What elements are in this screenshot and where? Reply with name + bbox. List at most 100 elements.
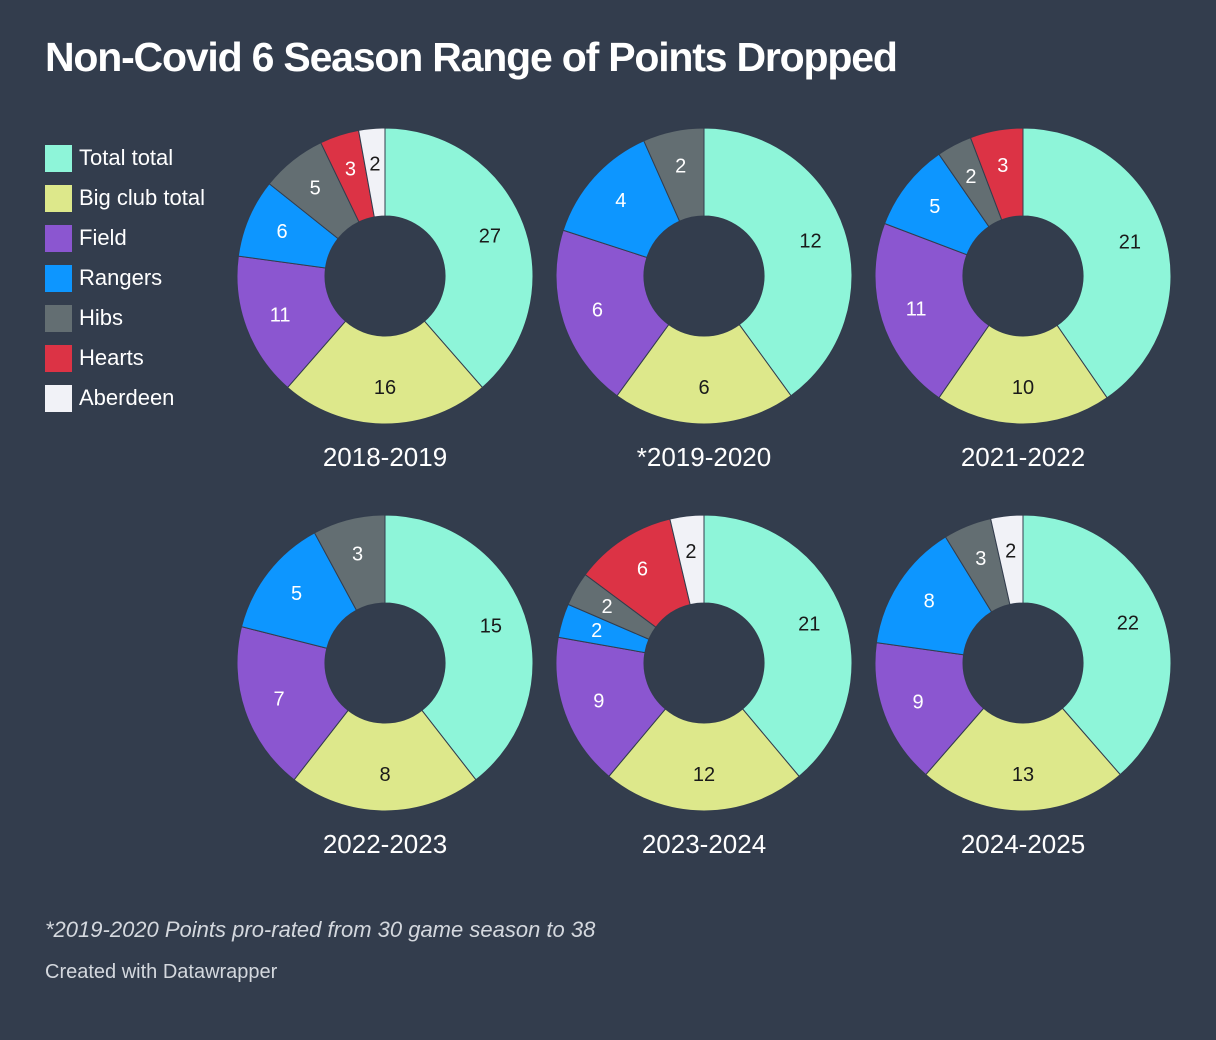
footnote: *2019-2020 Points pro-rated from 30 game… (45, 917, 596, 942)
donut-slice (1022, 514, 1172, 776)
slice-label: 10 (1012, 377, 1034, 399)
slice-label: 8 (379, 764, 390, 786)
legend-label: Field (79, 225, 127, 250)
donut-slice (357, 127, 386, 218)
slice-label: 3 (352, 543, 363, 565)
donut-slice (669, 514, 705, 606)
donut-slice (286, 320, 484, 425)
slice-label: 27 (479, 226, 501, 248)
donut-title: 2018-2019 (323, 442, 447, 472)
donut-slice (313, 514, 386, 611)
legend-label: Hearts (79, 345, 144, 370)
donut-slice (703, 514, 853, 778)
slice-label: 6 (698, 377, 709, 399)
slice-label: 9 (593, 690, 604, 712)
slice-label: 12 (693, 764, 715, 786)
chart-title: Non-Covid 6 Season Range of Points Dropp… (45, 34, 898, 80)
slice-label: 21 (1119, 232, 1141, 254)
donut-chart: 12 6 6 4 2 *2019-2020 (555, 127, 853, 472)
slice-label: 6 (637, 558, 648, 580)
slice-label: 7 (274, 688, 285, 710)
donut-slice (384, 127, 534, 389)
slice-label: 15 (480, 616, 502, 638)
donut-slice (925, 707, 1121, 812)
slice-label: 6 (592, 300, 603, 322)
legend-item: Hibs (45, 298, 205, 338)
slice-label: 3 (345, 158, 356, 180)
legend-label: Hibs (79, 305, 124, 330)
slice-label: 2 (369, 153, 380, 175)
donut-slice (236, 255, 347, 389)
legend-item: Big club total (45, 178, 205, 218)
donut-slice (874, 642, 985, 776)
donut-title: 2022-2023 (323, 829, 447, 859)
donut-chart: 15 8 7 5 3 2022-2023 (236, 514, 534, 859)
slice-label: 2 (685, 541, 696, 563)
slice-label: 21 (798, 614, 820, 636)
donut-chart: 27 16 11 6 5 3 2 2018-2019 (236, 127, 534, 472)
legend-label: Rangers (79, 265, 163, 290)
slice-label: 2 (1005, 541, 1016, 563)
donut-slice (938, 324, 1108, 425)
donut-slice (990, 514, 1024, 606)
donut-slice (384, 514, 534, 781)
legend-swatch (45, 184, 72, 212)
legend-swatch (45, 144, 72, 172)
legend-item: Field (45, 218, 205, 258)
slice-label: 4 (615, 190, 626, 212)
legend-label: Big club total (79, 185, 205, 210)
slice-label: 6 (276, 221, 287, 243)
legend: Total total Big club total Field Rangers Hib… (45, 138, 205, 418)
slice-label: 2 (591, 620, 602, 642)
donut-title: *2019-2020 (637, 442, 771, 472)
legend-swatch (45, 304, 72, 332)
legend-item: Rangers (45, 258, 205, 298)
slice-label: 16 (374, 377, 396, 399)
slice-label: 13 (1012, 764, 1034, 786)
donut-slice (874, 222, 990, 399)
donut-slice (969, 127, 1024, 221)
donut-chart: 22 13 9 8 3 2 2024-2025 (874, 514, 1172, 859)
legend-item: Hearts (45, 338, 205, 378)
donut-slice (703, 127, 853, 397)
donut-chart: 21 10 11 5 2 3 2021-2022 (874, 127, 1172, 472)
donut-slice (562, 140, 681, 259)
slice-label: 3 (975, 548, 986, 570)
donut-slice (608, 708, 800, 812)
slice-label: 8 (924, 591, 935, 613)
donut-title: 2024-2025 (961, 829, 1085, 859)
donut-title: 2021-2022 (961, 442, 1085, 472)
legend-swatch (45, 344, 72, 372)
donut-slice (293, 709, 477, 812)
donut-slice (240, 532, 358, 649)
legend-item: Aberdeen (45, 378, 205, 418)
slice-label: 2 (675, 155, 686, 177)
slice-label: 12 (799, 230, 821, 252)
legend-item: Total total (45, 138, 205, 178)
slice-label: 22 (1117, 613, 1139, 635)
slice-label: 2 (601, 596, 612, 618)
slice-label: 5 (291, 583, 302, 605)
legend-label: Total total (79, 145, 174, 170)
donut-slice (236, 626, 349, 781)
legend-swatch (45, 224, 72, 252)
legend-swatch (45, 384, 72, 412)
slice-label: 11 (270, 304, 291, 326)
slice-label: 5 (929, 196, 940, 218)
slice-label: 11 (906, 298, 927, 320)
donut-slice (555, 229, 670, 397)
donut-slice (555, 636, 667, 778)
slice-label: 2 (965, 166, 976, 188)
legend-label: Aberdeen (79, 385, 175, 410)
donut-slice (1022, 127, 1172, 399)
donut-title: 2023-2024 (642, 829, 766, 859)
slice-label: 5 (310, 177, 321, 199)
slice-label: 9 (913, 691, 924, 713)
legend-swatch (45, 264, 72, 292)
credit: Created with Datawrapper (45, 961, 278, 983)
donut-slice (643, 127, 705, 222)
slice-label: 3 (997, 155, 1008, 177)
donut-slice (616, 323, 792, 425)
